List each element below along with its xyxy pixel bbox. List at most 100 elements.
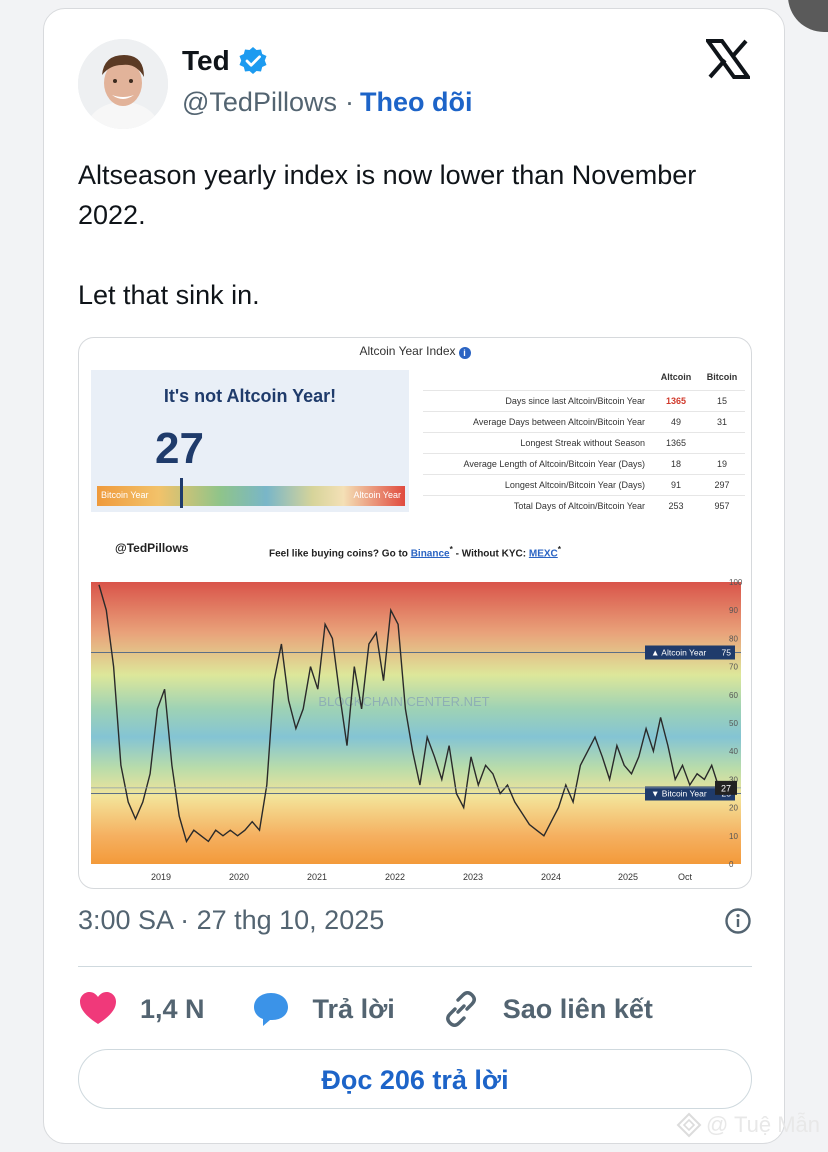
x-logo-icon[interactable] <box>706 39 750 79</box>
threshold-label-box <box>645 645 735 660</box>
promo-handle: @TedPillows <box>115 541 189 555</box>
x-tick-label: 2021 <box>307 872 327 882</box>
diamond-logo-icon <box>676 1112 702 1138</box>
threshold-label-box <box>645 786 735 801</box>
threshold-value: 75 <box>722 648 732 658</box>
tweet-text: Altseason yearly index is now lower than… <box>78 155 738 355</box>
stats-row-altcoin: 253 <box>668 501 684 511</box>
y-tick-label: 100 <box>729 578 743 587</box>
info-icon: i <box>458 347 471 359</box>
stats-row: Average Length of Altcoin/Bitcoin Year (… <box>423 453 745 474</box>
watermark-text: @ Tuệ Mẫn <box>705 1112 820 1137</box>
action-bar: 1,4 N Trả lời Sao liên kết <box>78 987 752 1031</box>
promo-middle: - Without KYC: <box>455 548 527 560</box>
stats-row-label: Average Days between Altcoin/Bitcoin Yea… <box>473 417 645 427</box>
x-tick-label: 2023 <box>463 872 483 882</box>
stats-header: Altcoin Bitcoin <box>423 372 745 390</box>
stats-row: Longest Streak without Season 1365 <box>423 432 745 453</box>
y-tick-label: 40 <box>729 747 738 756</box>
author-name-row: Ted <box>182 45 268 77</box>
info-circle-icon[interactable] <box>724 907 752 935</box>
copy-link-label: Sao liên kết <box>502 993 653 1024</box>
reply-label: Trả lời <box>312 993 395 1024</box>
promo-text: Feel like buying coins? Go to Binance* -… <box>269 544 562 560</box>
y-tick-label: 60 <box>729 691 738 700</box>
media-title: Altcoin Year Index i <box>79 344 751 359</box>
y-tick-label: 50 <box>729 719 738 728</box>
reply-bubble-icon <box>253 993 288 1026</box>
copy-link-button[interactable]: Sao liên kết <box>441 989 653 1029</box>
y-tick-label: 10 <box>729 832 738 841</box>
stats-row-bitcoin: 957 <box>714 501 730 511</box>
author-name[interactable]: Ted <box>182 45 230 76</box>
index-panel: It's not Altcoin Year! 27 Bitcoin Year A… <box>91 370 409 512</box>
binance-link: Binance <box>410 548 450 560</box>
tweet-card: Ted @TedPillows · Theo dõi Altseason yea… <box>43 8 785 1144</box>
y-tick-label: 20 <box>729 804 738 813</box>
chart-band-background <box>91 582 741 864</box>
threshold-label: ▲ Altcoin Year <box>651 648 706 658</box>
x-tick-label: 2025 <box>618 872 638 882</box>
stats-col-bitcoin: Bitcoin <box>706 372 738 382</box>
reply-button[interactable]: Trả lời <box>251 989 395 1029</box>
stats-row-altcoin: 18 <box>670 459 681 469</box>
tweet-meta: 3:00 SA · 27 thg 10, 2025 <box>78 905 752 936</box>
like-button[interactable]: 1,4 N <box>78 989 205 1029</box>
tweet-paragraph: Altseason yearly index is now lower than… <box>78 160 697 230</box>
follow-button[interactable]: Theo dõi <box>359 87 473 117</box>
x-tick-label: 2019 <box>151 872 171 882</box>
x-tick-label: Oct <box>678 872 693 882</box>
stats-row-altcoin: 1365 <box>665 396 687 406</box>
promo-prefix: Feel like buying coins? Go to <box>269 548 408 560</box>
media-title-text: Altcoin Year Index <box>359 344 456 358</box>
stats-row-bitcoin: 15 <box>716 396 727 406</box>
stats-row-label: Total Days of Altcoin/Bitcoin Year <box>513 501 645 511</box>
handle-row: @TedPillows · Theo dõi <box>182 87 472 118</box>
current-value-box <box>715 780 737 795</box>
link-icon <box>445 991 476 1027</box>
y-tick-label: 30 <box>729 775 738 784</box>
read-replies-button[interactable]: Đọc 206 trả lời <box>78 1049 752 1109</box>
stats-row: Days since last Altcoin/Bitcoin Year 1365… <box>423 390 745 411</box>
index-heading: It's not Altcoin Year! <box>163 386 337 406</box>
index-value: 27 <box>155 424 204 473</box>
gauge-right-label: Altcoin Year <box>353 490 401 500</box>
handle-separator: · <box>344 87 354 117</box>
y-tick-label: 80 <box>729 634 738 643</box>
y-tick-label: 0 <box>729 860 734 869</box>
mexc-link: MEXC <box>528 548 558 560</box>
stats-row-label: Longest Altcoin/Bitcoin Year (Days) <box>504 480 645 490</box>
stats-row-altcoin: 91 <box>670 480 681 490</box>
verified-badge-icon <box>239 47 267 74</box>
like-count: 1,4 N <box>140 993 205 1024</box>
avatar[interactable] <box>78 39 168 129</box>
tweet-media-image[interactable]: Altcoin Year Index i It's not Altcoin Yea… <box>78 337 752 889</box>
heart-icon <box>80 992 116 1024</box>
stats-row: Total Days of Altcoin/Bitcoin Year 253 957 <box>423 495 745 516</box>
watermark: @ Tuệ Mẫn <box>676 1112 820 1138</box>
stats-table: Altcoin Bitcoin Days since last Altcoin/… <box>423 372 745 516</box>
x-tick-label: 2020 <box>229 872 249 882</box>
stats-col-altcoin: Altcoin <box>660 372 692 382</box>
stats-row-bitcoin: 19 <box>716 459 727 469</box>
stats-row: Longest Altcoin/Bitcoin Year (Days) 91 297 <box>423 474 745 495</box>
divider <box>78 966 752 967</box>
tweet-paragraph: Let that sink in. <box>78 280 260 310</box>
stats-row-label: Longest Streak without Season <box>520 438 645 448</box>
y-tick-label: 90 <box>729 606 738 615</box>
stats-row-bitcoin: 31 <box>716 417 727 427</box>
threshold-label: ▼ Bitcoin Year <box>651 789 707 799</box>
tweet-timestamp[interactable]: 3:00 SA · 27 thg 10, 2025 <box>78 905 385 935</box>
x-tick-label: 2024 <box>541 872 561 882</box>
series-line <box>98 584 720 844</box>
current-value-label: 27 <box>721 783 731 793</box>
gauge-marker <box>180 478 184 508</box>
author-handle[interactable]: @TedPillows <box>182 87 337 117</box>
altcoin-index-chart: BLOCKCHAIN CENTER.NET ▲ Altcoin Year 75▼ … <box>91 578 743 882</box>
x-tick-label: 2022 <box>385 872 405 882</box>
gauge-left-label: Bitcoin Year <box>101 490 149 500</box>
y-tick-label: 70 <box>729 663 738 672</box>
stats-row-bitcoin: 297 <box>714 480 730 490</box>
index-gauge: Bitcoin Year Altcoin Year <box>97 478 405 508</box>
corner-blob <box>788 0 828 32</box>
